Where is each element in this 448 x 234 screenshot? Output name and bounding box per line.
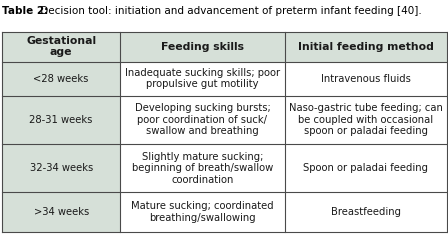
Text: Decision tool: initiation and advancement of preterm infant feeding [40].: Decision tool: initiation and advancemen… (37, 6, 422, 16)
Bar (2, 144, 120, 192)
Bar (120, 96, 285, 144)
Bar (2, 96, 120, 144)
Text: Slightly mature sucking;
beginning of breath/swallow
coordination: Slightly mature sucking; beginning of br… (132, 151, 273, 185)
Text: Naso-gastric tube feeding; can
be coupled with occasional
spoon or paladai feedi: Naso-gastric tube feeding; can be couple… (289, 103, 443, 136)
Text: Feeding skills: Feeding skills (161, 42, 244, 51)
Text: <28 weeks: <28 weeks (34, 74, 89, 84)
Bar (2, 62, 120, 96)
Text: Intravenous fluids: Intravenous fluids (321, 74, 411, 84)
Text: Breastfeeding: Breastfeeding (331, 207, 401, 217)
Text: Developing sucking bursts;
poor coordination of suck/
swallow and breathing: Developing sucking bursts; poor coordina… (134, 103, 270, 136)
Bar (2, 192, 120, 232)
Bar (120, 144, 285, 192)
Bar (2, 32, 447, 62)
Bar (285, 144, 447, 192)
Bar (285, 96, 447, 144)
Text: Table 2:: Table 2: (2, 6, 48, 16)
Text: Mature sucking; coordinated
breathing/swallowing: Mature sucking; coordinated breathing/sw… (131, 201, 274, 223)
Text: Gestational
age: Gestational age (26, 36, 96, 57)
Text: 32-34 weeks: 32-34 weeks (30, 163, 93, 173)
Text: Initial feeding method: Initial feeding method (298, 42, 434, 51)
Bar (285, 62, 447, 96)
Text: Spoon or paladai feeding: Spoon or paladai feeding (303, 163, 428, 173)
Text: 28-31 weeks: 28-31 weeks (30, 115, 93, 125)
Text: Inadequate sucking skills; poor
propulsive gut motility: Inadequate sucking skills; poor propulsi… (125, 68, 280, 89)
Bar (120, 62, 285, 96)
Bar (120, 192, 285, 232)
Bar (285, 192, 447, 232)
Text: >34 weeks: >34 weeks (34, 207, 89, 217)
